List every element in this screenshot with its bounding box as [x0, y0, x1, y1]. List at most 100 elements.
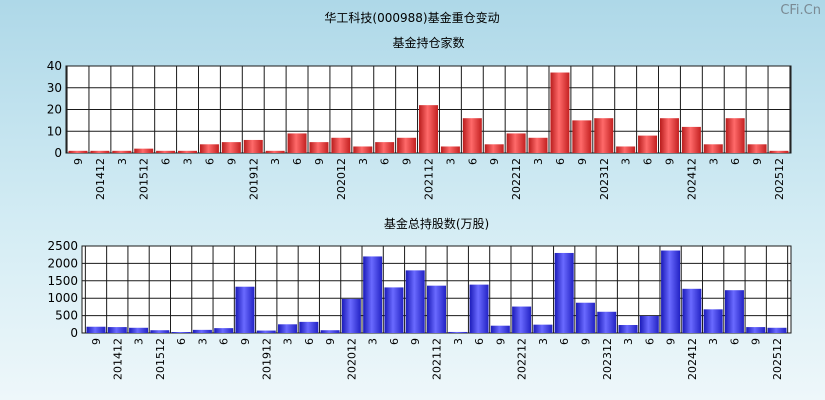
bar-holders-2: [112, 150, 132, 153]
x-tick-label: 202412: [685, 158, 698, 200]
x-tick-label: 3: [182, 158, 195, 165]
bar-shares-1: [107, 327, 127, 333]
x-tick-label: 6: [388, 338, 401, 345]
x-tick-label: 9: [409, 338, 422, 345]
bar-shares-19: [490, 325, 510, 333]
x-tick-label: 3: [707, 158, 720, 165]
x-tick-label: 202312: [601, 338, 614, 380]
y-tick-label: 10: [47, 124, 62, 138]
x-tick-label: 3: [196, 338, 209, 345]
x-tick-label: 201412: [94, 158, 107, 200]
bar-shares-18: [469, 284, 489, 333]
bar-shares-11: [320, 330, 340, 333]
bar-shares-3: [150, 330, 170, 333]
x-tick-label: 6: [218, 338, 231, 345]
bar-shares-21: [533, 324, 553, 333]
chart-fund-holders: 基金持仓家数 0 10 20 30 40 9 201412 3 201512 6 3 6 9 201912 3…: [47, 35, 792, 200]
bar-holders-22: [550, 72, 570, 153]
x-tick-label: 6: [729, 158, 742, 165]
bar-holders-20: [506, 133, 526, 153]
x-tick-label: 6: [558, 338, 571, 345]
x-tick-label: 6: [203, 158, 216, 165]
x-tick-label: 9: [90, 338, 103, 345]
bar-shares-2: [129, 327, 149, 333]
bar-holders-21: [528, 137, 548, 153]
x-tick-label: 6: [291, 158, 304, 165]
x-tick-label: 9: [663, 158, 676, 165]
bar-holders-18: [462, 118, 482, 153]
x-tick-label: 6: [160, 158, 173, 165]
bar-shares-31: [746, 327, 766, 333]
x-tick-label: 3: [116, 158, 129, 165]
x-tick-label: 3: [532, 158, 545, 165]
bar-shares-9: [278, 324, 298, 333]
y-tick-label: 1000: [47, 291, 78, 305]
bar-holders-6: [199, 144, 219, 153]
bar-holders-27: [659, 118, 679, 153]
bar-shares-27: [661, 250, 681, 333]
bar-holders-23: [572, 120, 592, 153]
x-tick-label: 202512: [773, 158, 786, 200]
x-tick-label: 3: [622, 338, 635, 345]
bar-shares-17: [448, 331, 468, 333]
x-tick-label: 9: [751, 158, 764, 165]
x-tick-label: 3: [357, 158, 370, 165]
x-tick-label: 9: [239, 338, 252, 345]
x-tick-label: 202112: [423, 158, 436, 200]
x-tick-label: 3: [133, 338, 146, 345]
bar-shares-29: [703, 309, 723, 333]
bar-shares-6: [214, 328, 234, 333]
bar-shares-4: [171, 332, 191, 333]
x-tick-label: 3: [707, 338, 720, 345]
y-tick-label: 0: [54, 146, 62, 160]
bar-holders-32: [769, 150, 789, 153]
bar-holders-16: [419, 105, 438, 153]
x-tick-label: 6: [175, 338, 188, 345]
x-tick-label: 6: [643, 338, 656, 345]
bar-shares-0: [86, 326, 106, 333]
bar-shares-30: [724, 290, 744, 333]
x-tick-label: 202312: [598, 158, 611, 200]
x-tick-label: 202112: [431, 338, 444, 380]
bar-holders-31: [747, 144, 767, 153]
x-tick-label: 6: [473, 338, 486, 345]
x-tick-label: 9: [488, 158, 501, 165]
chart-title: 基金持仓家数: [392, 35, 464, 50]
bar-holders-5: [178, 150, 198, 153]
bar-holders-4: [156, 150, 176, 153]
bar-holders-28: [681, 126, 701, 153]
y-tick-label: 0: [70, 326, 78, 340]
x-tick-label: 3: [269, 158, 282, 165]
bar-shares-7: [235, 286, 255, 333]
x-tick-label: 6: [379, 158, 392, 165]
x-tick-label: 202012: [345, 338, 358, 380]
x-tick-label: 202412: [686, 338, 699, 380]
x-tick-label: 9: [72, 158, 85, 165]
bar-holders-30: [725, 118, 745, 153]
bar-holders-19: [484, 144, 504, 153]
bar-shares-22: [554, 252, 574, 333]
x-tick-label: 202212: [516, 338, 529, 380]
bar-holders-29: [703, 144, 723, 153]
x-tick-label: 9: [576, 158, 589, 165]
page-title: 华工科技(000988)基金重仓变动: [324, 10, 499, 25]
bar-shares-15: [405, 270, 425, 333]
y-tick-label: 500: [55, 309, 78, 323]
bar-shares-13: [363, 256, 383, 333]
x-tick-label: 9: [401, 158, 414, 165]
y-tick-label: 2000: [47, 256, 78, 270]
bar-holders-0: [68, 150, 88, 153]
bar-holders-8: [243, 139, 263, 153]
x-tick-label: 3: [452, 338, 465, 345]
bar-holders-10: [287, 133, 307, 153]
x-tick-label: 3: [537, 338, 550, 345]
bar-shares-14: [384, 287, 404, 333]
bar-holders-14: [375, 142, 395, 153]
bar-holders-13: [353, 146, 373, 153]
bar-holders-1: [90, 150, 110, 153]
bar-shares-25: [618, 324, 638, 333]
x-tick-label: 201512: [154, 338, 167, 380]
x-tick-label: 201412: [111, 338, 124, 380]
x-tick-label: 6: [728, 338, 741, 345]
